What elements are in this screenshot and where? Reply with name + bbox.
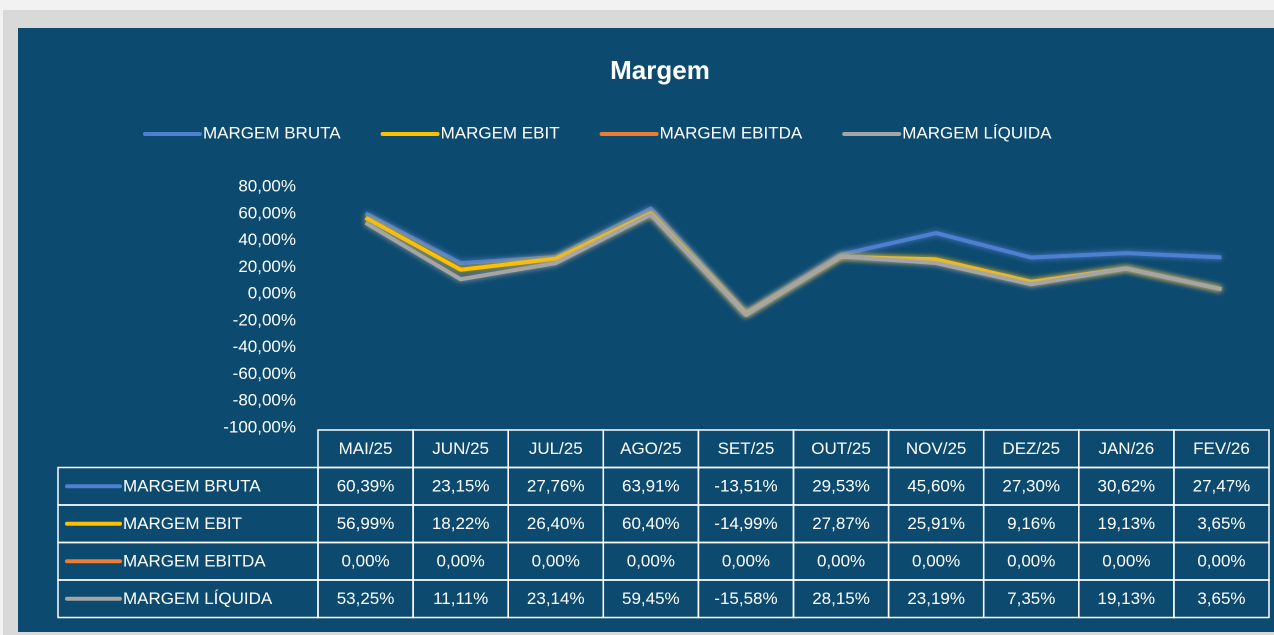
table-value: 25,91% xyxy=(907,514,965,533)
table-row-label: MARGEM BRUTA xyxy=(123,477,261,496)
table-value: 11,11% xyxy=(433,589,488,608)
table-value: -15,58% xyxy=(714,589,777,608)
table-value: 56,99% xyxy=(337,514,395,533)
y-tick-label: -60,00% xyxy=(233,364,296,383)
y-tick-label: 60,00% xyxy=(238,203,296,222)
table-value: 9,16% xyxy=(1007,514,1055,533)
table-value: 53,25% xyxy=(337,589,395,608)
table-cell xyxy=(1173,579,1270,619)
table-header: OUT/25 xyxy=(811,439,871,458)
table-value: 30,62% xyxy=(1098,477,1156,496)
table-value: 3,65% xyxy=(1197,514,1245,533)
table-value: 27,76% xyxy=(527,477,585,496)
y-tick-label: 80,00% xyxy=(238,176,296,195)
table-value: 19,13% xyxy=(1098,589,1156,608)
table-value: 59,45% xyxy=(622,589,680,608)
table-value: 27,47% xyxy=(1193,477,1251,496)
legend-label: MARGEM EBITDA xyxy=(660,123,803,142)
table-value: 0,00% xyxy=(1007,552,1055,571)
table-value: 45,60% xyxy=(907,477,965,496)
table-value: 23,15% xyxy=(432,477,490,496)
table-value: 0,00% xyxy=(437,552,485,571)
chart-title: Margem xyxy=(610,55,710,85)
table-value: 0,00% xyxy=(912,552,960,571)
table-header: DEZ/25 xyxy=(1002,439,1060,458)
table-value: 0,00% xyxy=(1197,552,1245,571)
table-value: 60,40% xyxy=(622,514,680,533)
table-header: SET/25 xyxy=(718,439,775,458)
legend-label: MARGEM LÍQUIDA xyxy=(902,123,1052,142)
table-value: 0,00% xyxy=(817,552,865,571)
table-row-label: MARGEM EBIT xyxy=(123,514,242,533)
legend-label: MARGEM BRUTA xyxy=(203,123,341,142)
table-value: 26,40% xyxy=(527,514,585,533)
table-value: 23,14% xyxy=(527,589,585,608)
table-header: AGO/25 xyxy=(620,439,681,458)
table-value: 23,19% xyxy=(907,589,965,608)
table-value: 0,00% xyxy=(722,552,770,571)
table-value: 19,13% xyxy=(1098,514,1156,533)
table-row-label: MARGEM LÍQUIDA xyxy=(123,589,273,608)
y-tick-label: -40,00% xyxy=(233,337,296,356)
table-header: FEV/26 xyxy=(1193,439,1250,458)
table-header: JAN/26 xyxy=(1098,439,1154,458)
table-value: 0,00% xyxy=(341,552,389,571)
table-header: JUN/25 xyxy=(432,439,489,458)
table-value: 27,87% xyxy=(812,514,870,533)
table-value: -13,51% xyxy=(714,477,777,496)
y-tick-label: -100,00% xyxy=(223,417,296,436)
table-value: 3,65% xyxy=(1197,589,1245,608)
legend-label: MARGEM EBIT xyxy=(441,123,560,142)
table-value: -14,99% xyxy=(714,514,777,533)
y-tick-label: 40,00% xyxy=(238,230,296,249)
chart-area xyxy=(18,28,1274,632)
table-header: JUL/25 xyxy=(529,439,583,458)
y-tick-label: -80,00% xyxy=(233,391,296,410)
table-value: 27,30% xyxy=(1002,477,1060,496)
table-value: 63,91% xyxy=(622,477,680,496)
y-tick-label: 20,00% xyxy=(238,257,296,276)
table-value: 18,22% xyxy=(432,514,490,533)
y-tick-label: -20,00% xyxy=(233,310,296,329)
y-tick-label: 0,00% xyxy=(248,284,296,303)
table-value: 60,39% xyxy=(337,477,395,496)
table-value: 28,15% xyxy=(812,589,870,608)
table-value: 0,00% xyxy=(532,552,580,571)
table-header: NOV/25 xyxy=(906,439,966,458)
table-value: 0,00% xyxy=(1102,552,1150,571)
table-value: 7,35% xyxy=(1007,589,1055,608)
table-value: 0,00% xyxy=(627,552,675,571)
table-row-label: MARGEM EBITDA xyxy=(123,552,266,571)
table-value: 29,53% xyxy=(812,477,870,496)
table-header: MAI/25 xyxy=(339,439,393,458)
series-line xyxy=(364,212,1222,317)
